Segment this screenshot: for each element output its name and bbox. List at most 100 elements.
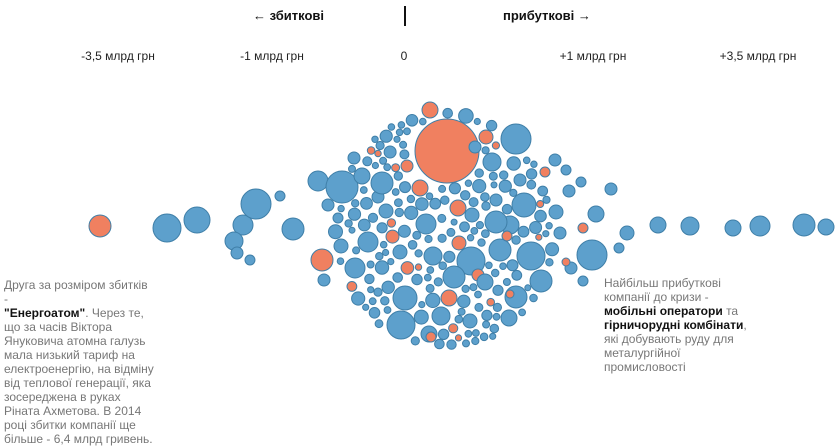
company-bubble[interactable]	[575, 176, 587, 188]
company-bubble-highlight[interactable]	[505, 289, 515, 299]
company-bubble[interactable]	[397, 224, 411, 238]
company-bubble-highlight[interactable]	[400, 261, 415, 275]
company-bubble[interactable]	[613, 242, 625, 254]
company-bubble[interactable]	[406, 194, 416, 204]
company-bubble[interactable]	[321, 198, 335, 212]
company-bubble[interactable]	[511, 192, 537, 218]
company-bubble[interactable]	[274, 190, 286, 202]
company-bubble[interactable]	[392, 285, 418, 311]
company-bubble-highlight[interactable]	[454, 334, 463, 342]
company-bubble[interactable]	[749, 215, 771, 237]
company-bubble[interactable]	[387, 123, 396, 131]
company-bubble[interactable]	[472, 329, 480, 337]
company-bubble[interactable]	[387, 258, 395, 266]
company-bubble[interactable]	[348, 226, 356, 234]
company-bubble[interactable]	[649, 216, 667, 234]
company-bubble[interactable]	[423, 246, 443, 266]
company-bubble[interactable]	[399, 149, 410, 160]
company-bubble[interactable]	[395, 128, 404, 137]
company-bubble-highlight[interactable]	[400, 159, 414, 173]
company-bubble[interactable]	[450, 218, 458, 226]
company-bubble[interactable]	[548, 153, 562, 167]
company-bubble[interactable]	[534, 209, 547, 223]
company-bubble[interactable]	[383, 306, 392, 314]
company-bubble[interactable]	[437, 233, 447, 243]
company-bubble[interactable]	[317, 273, 331, 287]
company-bubble[interactable]	[423, 273, 432, 282]
company-bubble[interactable]	[506, 259, 519, 272]
company-bubble[interactable]	[415, 213, 437, 235]
company-bubble-highlight[interactable]	[391, 163, 401, 173]
company-bubble-highlight[interactable]	[440, 289, 458, 307]
company-bubble-highlight[interactable]	[535, 233, 543, 241]
company-bubble[interactable]	[413, 309, 429, 325]
company-bubble-highlight[interactable]	[425, 331, 437, 343]
company-bubble[interactable]	[379, 129, 393, 143]
company-bubble[interactable]	[482, 152, 502, 172]
company-bubble[interactable]	[244, 254, 256, 266]
company-bubble[interactable]	[513, 173, 527, 187]
company-bubble[interactable]	[548, 204, 564, 220]
company-bubble[interactable]	[577, 275, 589, 287]
company-bubble[interactable]	[333, 238, 349, 254]
company-bubble[interactable]	[516, 241, 546, 271]
company-bubble[interactable]	[344, 257, 366, 279]
company-bubble[interactable]	[619, 225, 635, 241]
company-bubble-highlight[interactable]	[414, 118, 480, 184]
company-bubble[interactable]	[440, 195, 450, 205]
company-bubble[interactable]	[371, 135, 379, 144]
company-bubble[interactable]	[336, 257, 345, 266]
company-bubble[interactable]	[492, 284, 504, 296]
company-bubble[interactable]	[817, 218, 835, 236]
company-bubble[interactable]	[281, 217, 305, 241]
company-bubble[interactable]	[367, 286, 375, 294]
company-bubble[interactable]	[393, 135, 401, 143]
company-bubble[interactable]	[362, 156, 373, 167]
company-bubble[interactable]	[367, 212, 379, 223]
company-bubble[interactable]	[456, 246, 486, 276]
company-bubble[interactable]	[464, 179, 473, 187]
company-bubble[interactable]	[484, 210, 508, 234]
company-bubble[interactable]	[438, 261, 448, 271]
company-bubble[interactable]	[351, 291, 366, 306]
company-bubble[interactable]	[403, 127, 411, 136]
company-bubble[interactable]	[560, 164, 572, 176]
company-bubble[interactable]	[448, 182, 461, 195]
company-bubble[interactable]	[152, 213, 182, 243]
company-bubble[interactable]	[414, 249, 423, 258]
company-bubble[interactable]	[462, 313, 478, 329]
company-bubble[interactable]	[438, 184, 447, 193]
company-bubble[interactable]	[419, 117, 427, 126]
company-bubble[interactable]	[371, 161, 379, 170]
company-bubble[interactable]	[399, 181, 411, 194]
company-bubble[interactable]	[542, 195, 551, 204]
company-bubble[interactable]	[522, 156, 531, 165]
company-bubble[interactable]	[480, 192, 490, 202]
company-bubble[interactable]	[468, 197, 479, 208]
company-bubble[interactable]	[328, 224, 343, 240]
company-bubble[interactable]	[434, 338, 445, 350]
company-bubble[interactable]	[724, 219, 742, 237]
company-bubble[interactable]	[509, 188, 518, 197]
company-bubble[interactable]	[475, 221, 484, 230]
company-bubble[interactable]	[506, 156, 521, 171]
company-bubble-highlight[interactable]	[501, 230, 513, 242]
company-bubble[interactable]	[442, 265, 466, 289]
company-bubble[interactable]	[488, 238, 512, 262]
company-bubble[interactable]	[382, 248, 390, 257]
company-bubble[interactable]	[359, 186, 368, 194]
company-bubble[interactable]	[437, 213, 447, 223]
company-bubble[interactable]	[232, 214, 254, 236]
company-bubble[interactable]	[492, 312, 501, 321]
company-bubble[interactable]	[481, 201, 491, 211]
company-bubble[interactable]	[474, 290, 482, 299]
company-bubble[interactable]	[368, 297, 377, 306]
company-bubble[interactable]	[230, 246, 244, 260]
company-bubble[interactable]	[469, 283, 478, 292]
company-bubble[interactable]	[381, 280, 395, 294]
company-bubble[interactable]	[332, 212, 344, 224]
company-bubble-highlight[interactable]	[448, 323, 459, 334]
company-bubble[interactable]	[379, 156, 388, 165]
company-bubble[interactable]	[587, 205, 605, 223]
company-bubble[interactable]	[393, 171, 403, 181]
